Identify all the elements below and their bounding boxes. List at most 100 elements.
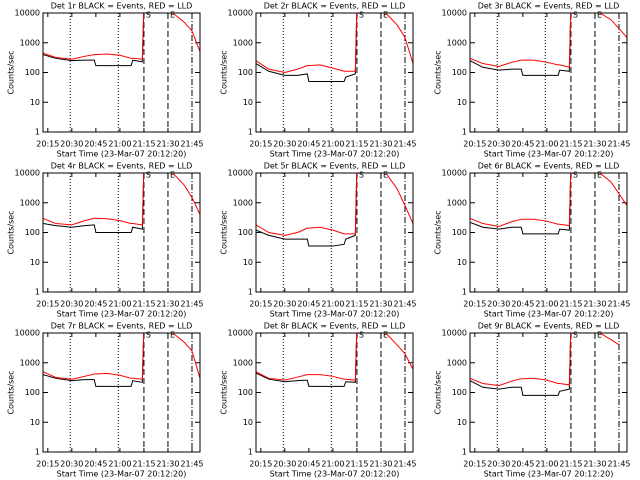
y-tick-label: 100	[238, 388, 253, 397]
x-tick-label: 21:00	[321, 300, 344, 309]
x-tick-label: 20:15	[463, 140, 486, 149]
y-tick-label: 10000	[15, 329, 40, 338]
x-tick-label: 21:30	[156, 460, 179, 469]
series-line	[256, 173, 358, 247]
y-tick-label: 10000	[228, 169, 253, 178]
series-line	[256, 173, 413, 236]
series-line	[43, 13, 145, 67]
x-tick-label: 20:15	[249, 300, 272, 309]
y-tick-label: 100	[25, 228, 40, 237]
marker-label: E	[597, 171, 602, 180]
x-axis-label: Start Time (23-Mar-07 20:12:20)	[270, 310, 400, 319]
series-line	[43, 173, 200, 226]
x-tick-label: 21:15	[559, 300, 582, 309]
y-tick-label: 10	[30, 258, 40, 267]
x-tick-label: 20:45	[297, 140, 320, 149]
series-line	[43, 333, 145, 387]
x-tick-label: 20:15	[36, 300, 59, 309]
y-tick-label: 1	[462, 448, 467, 457]
x-tick-label: 21:45	[393, 140, 416, 149]
panel: Det 5r BLACK = Events, RED = LLD Counts/s…	[220, 162, 417, 319]
x-tick-label: 21:00	[535, 140, 558, 149]
x-tick-label: 20:15	[463, 460, 486, 469]
plot-frame	[42, 332, 201, 453]
plot-frame	[255, 12, 414, 133]
y-tick-label: 10000	[442, 169, 467, 178]
plot-frame	[255, 172, 414, 293]
y-axis-label: Counts/sec	[7, 50, 16, 94]
y-tick-label: 100	[452, 68, 467, 77]
y-axis-label: Counts/sec	[220, 370, 229, 414]
marker-label: E	[170, 171, 175, 180]
x-tick-label: 21:15	[132, 140, 155, 149]
x-tick-label: 20:15	[249, 460, 272, 469]
plot-frame	[42, 12, 201, 133]
plot-frame	[42, 172, 201, 293]
marker-label: S	[573, 11, 578, 20]
y-tick-label: 10	[30, 418, 40, 427]
marker-label: S	[359, 11, 364, 20]
y-tick-label: 1	[35, 448, 40, 457]
series-line	[470, 333, 620, 387]
x-tick-label: 20:45	[511, 460, 534, 469]
y-axis-label: Counts/sec	[220, 210, 229, 254]
marker-label: S	[573, 331, 578, 340]
marker-label: E	[383, 171, 388, 180]
y-tick-label: 10000	[15, 9, 40, 18]
plot-frame	[469, 12, 628, 133]
y-axis-label: Counts/sec	[434, 210, 443, 254]
x-tick-label: 20:45	[511, 300, 534, 309]
y-tick-label: 1000	[20, 38, 40, 47]
x-tick-label: 20:30	[487, 300, 510, 309]
chart-title: Det 5r BLACK = Events, RED = LLD	[264, 162, 406, 171]
x-tick-label: 21:45	[180, 300, 203, 309]
series-line	[470, 13, 572, 76]
y-tick-label: 10000	[228, 9, 253, 18]
series-line	[470, 173, 572, 235]
x-axis-label: Start Time (23-Mar-07 20:12:20)	[57, 150, 187, 159]
plot-frame	[255, 332, 414, 453]
marker-label: E	[597, 11, 602, 20]
plot-frame	[469, 172, 628, 293]
series-line	[256, 333, 358, 387]
series-line	[470, 13, 627, 68]
series-line	[256, 13, 358, 82]
marker-label: E	[170, 331, 175, 340]
y-tick-label: 10000	[442, 9, 467, 18]
x-tick-label: 20:30	[273, 460, 296, 469]
y-tick-label: 10	[457, 418, 467, 427]
chart-title: Det 1r BLACK = Events, RED = LLD	[51, 2, 193, 11]
y-tick-label: 10	[243, 418, 253, 427]
x-tick-label: 20:15	[249, 140, 272, 149]
x-tick-label: 21:30	[583, 460, 606, 469]
x-tick-label: 21:45	[607, 460, 630, 469]
y-tick-label: 10	[457, 98, 467, 107]
chart-title: Det 3r BLACK = Events, RED = LLD	[478, 2, 620, 11]
y-axis-label: Counts/sec	[7, 370, 16, 414]
x-tick-label: 20:30	[273, 300, 296, 309]
x-tick-label: 20:45	[84, 460, 107, 469]
y-tick-label: 10000	[442, 329, 467, 338]
x-tick-label: 21:15	[132, 300, 155, 309]
x-tick-label: 20:45	[297, 300, 320, 309]
x-tick-label: 21:00	[108, 140, 131, 149]
y-tick-label: 1	[248, 288, 253, 297]
y-tick-label: 100	[452, 388, 467, 397]
panel: Det 4r BLACK = Events, RED = LLD Counts/s…	[7, 162, 204, 319]
marker-label: E	[383, 11, 388, 20]
x-tick-label: 20:45	[84, 300, 107, 309]
x-axis-label: Start Time (23-Mar-07 20:12:20)	[270, 150, 400, 159]
x-tick-label: 21:45	[393, 460, 416, 469]
x-tick-label: 21:00	[321, 140, 344, 149]
y-tick-label: 1000	[447, 38, 467, 47]
x-tick-label: 21:45	[393, 300, 416, 309]
x-axis-label: Start Time (23-Mar-07 20:12:20)	[484, 310, 614, 319]
x-tick-label: 21:00	[535, 460, 558, 469]
panel: Det 1r BLACK = Events, RED = LLD Counts/s…	[7, 2, 204, 159]
x-axis-label: Start Time (23-Mar-07 20:12:20)	[484, 470, 614, 479]
x-tick-label: 21:15	[559, 460, 582, 469]
x-tick-label: 20:30	[487, 140, 510, 149]
x-tick-label: 21:15	[345, 140, 368, 149]
panel: Det 7r BLACK = Events, RED = LLD Counts/s…	[7, 322, 204, 479]
